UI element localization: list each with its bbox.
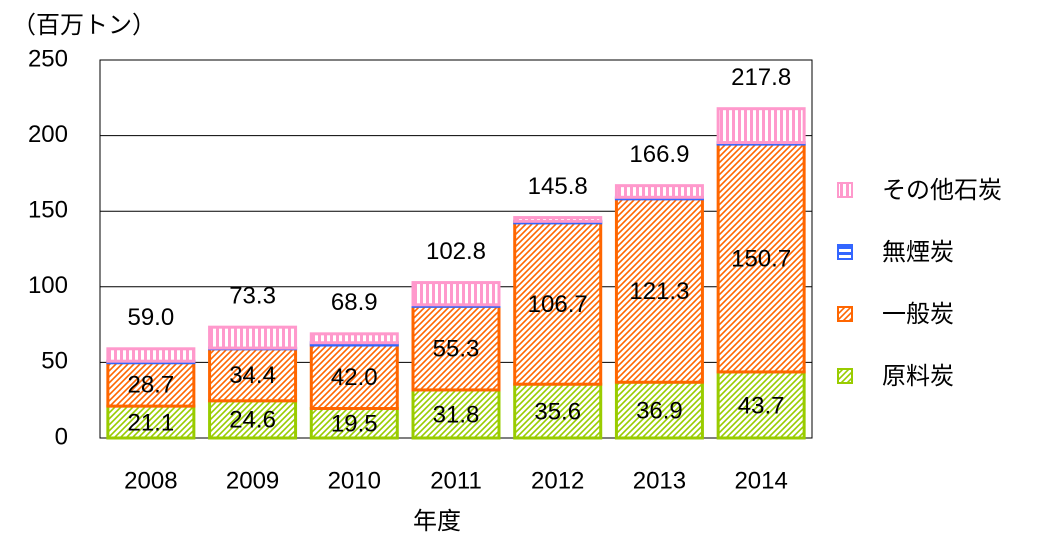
data-label: 42.0: [331, 364, 378, 391]
x-tick-label: 2011: [430, 467, 482, 494]
y-tick-label: 150: [28, 197, 68, 224]
unit-label: （百万トン）: [12, 11, 156, 39]
data-label: 19.5: [331, 411, 378, 438]
bar-segment: [309, 407, 399, 440]
y-tick-label: 50: [41, 348, 68, 375]
legend-label: 原料炭: [882, 362, 954, 390]
x-tick-label: 2012: [531, 467, 584, 494]
data-label: 43.7: [738, 392, 785, 419]
data-label: 31.8: [433, 401, 480, 428]
legend-label: 一般炭: [882, 300, 954, 328]
legend-swatch: [837, 182, 853, 198]
bar-segment: [208, 325, 298, 350]
data-label: 121.3: [629, 278, 689, 305]
bar-segment: [513, 382, 603, 440]
data-label: 28.7: [127, 372, 174, 399]
bar-segment: [716, 107, 806, 145]
x-tick-label: 2013: [633, 467, 686, 494]
bar-segment: [614, 380, 704, 440]
bar-segment: [411, 281, 501, 307]
bar-segment: [309, 332, 399, 345]
x-tick-label: 2010: [328, 467, 381, 494]
legend-label: 無煙炭: [882, 238, 954, 266]
data-label: 150.7: [731, 245, 791, 272]
bar-segment: [614, 184, 704, 199]
data-label: 21.1: [127, 409, 174, 436]
x-tick-label: 2009: [226, 467, 279, 494]
total-label: 59.0: [127, 304, 174, 331]
legend-swatch: [837, 306, 853, 322]
total-label: 102.8: [426, 238, 486, 265]
total-label: 166.9: [629, 141, 689, 168]
legend-swatch: [837, 244, 853, 260]
legend-swatch: [837, 368, 853, 384]
total-label: 217.8: [731, 64, 791, 91]
data-label: 106.7: [528, 291, 588, 318]
legend-label: その他石炭: [882, 176, 1002, 204]
bar-segment: [411, 388, 501, 440]
data-label: 36.9: [636, 397, 683, 424]
y-tick-label: 200: [28, 121, 68, 148]
y-tick-label: 250: [28, 45, 68, 72]
x-tick-label: 2008: [124, 467, 177, 494]
bar-segment: [716, 142, 806, 374]
data-label: 35.6: [534, 398, 581, 425]
bar-segment: [106, 347, 196, 363]
y-tick-label: 100: [28, 272, 68, 299]
data-label: 34.4: [229, 362, 276, 389]
bar-segment: [513, 216, 603, 223]
bar-segment: [208, 347, 298, 403]
bar-segment: [106, 361, 196, 408]
bar-segment: [716, 370, 806, 440]
total-label: 68.9: [331, 289, 378, 316]
data-label: 24.6: [229, 407, 276, 434]
x-axis-title: 年度: [413, 507, 461, 535]
bar-segment: [614, 197, 704, 384]
bar-segment: [513, 221, 603, 386]
total-label: 145.8: [528, 173, 588, 200]
total-label: 73.3: [229, 283, 276, 310]
data-label: 55.3: [433, 335, 480, 362]
bar-segment: [309, 343, 399, 411]
x-tick-label: 2014: [734, 467, 787, 494]
y-tick-label: 0: [55, 423, 68, 450]
bar-segment: [411, 304, 501, 392]
